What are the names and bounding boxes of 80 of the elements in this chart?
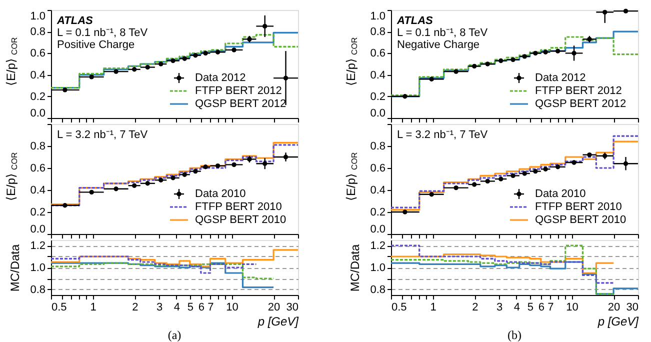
legend-label: QGSP BERT 2012 bbox=[195, 98, 286, 110]
x-axis-title: p [GeV] bbox=[596, 314, 640, 328]
y-tick-label: 0.6 bbox=[30, 162, 46, 174]
x-tick-label: 0.5 bbox=[392, 302, 407, 314]
y-axis-title: MC/Data bbox=[8, 244, 22, 292]
x-tick-label: 7 bbox=[548, 302, 554, 314]
y-tick-label: 0.0 bbox=[30, 108, 46, 120]
y-tick-label: 0.0 bbox=[370, 108, 386, 120]
y-axis-title: ⟨E/p⟩COR bbox=[344, 152, 359, 201]
annotation: L = 3.2 nb⁻¹, 7 TeV bbox=[397, 129, 488, 141]
legend-label: Data 2012 bbox=[195, 72, 246, 84]
y-axis-title: ⟨E/p⟩COR bbox=[4, 152, 19, 201]
y-tick-label: 0.8 bbox=[370, 284, 386, 296]
y-tick-label: 1.2 bbox=[370, 240, 386, 252]
text: (b) bbox=[508, 328, 522, 342]
legend-label: QGSP BERT 2010 bbox=[535, 214, 626, 226]
y-tick-label: 0.2 bbox=[30, 90, 46, 103]
y-tick-label: 0.4 bbox=[370, 69, 386, 82]
annotation: ATLAS bbox=[396, 15, 434, 27]
x-tick-label: 6 bbox=[538, 302, 544, 314]
x-tick-label: 30 bbox=[626, 302, 638, 314]
legend-label: FTFP BERT 2010 bbox=[535, 201, 622, 213]
y-tick-label: 0.6 bbox=[30, 48, 46, 60]
x-tick-label: 5 bbox=[187, 302, 194, 314]
y-tick-label: 0.0 bbox=[30, 224, 46, 236]
legend-label: Data 2012 bbox=[535, 72, 586, 84]
y-tick-label: 1.0 bbox=[30, 262, 46, 274]
y-tick-label: 1.0 bbox=[370, 10, 386, 22]
y-tick-label: 0.0 bbox=[370, 224, 386, 236]
x-tick-label: 5 bbox=[527, 302, 534, 314]
y-tick-label: 0.8 bbox=[370, 26, 386, 38]
annotation: ATLAS bbox=[56, 15, 94, 27]
legend-label: QGSP BERT 2012 bbox=[535, 98, 626, 110]
x-tick-label: 6 bbox=[198, 302, 204, 314]
y-axis-title: MC/Data bbox=[348, 244, 362, 292]
y-tick-label: 0.6 bbox=[370, 162, 386, 174]
y-tick-label: 0.2 bbox=[370, 206, 386, 218]
x-tick-label: 1 bbox=[90, 302, 96, 314]
legend-label: Data 2010 bbox=[535, 188, 586, 200]
y-tick-label: 0.2 bbox=[370, 90, 386, 103]
x-tick-label: 0.5 bbox=[52, 302, 67, 314]
y-tick-label: 0.6 bbox=[370, 48, 386, 60]
x-tick-label: 4 bbox=[174, 302, 180, 314]
x-tick-label: 20 bbox=[268, 302, 280, 314]
y-tick-label: 1.0 bbox=[30, 10, 46, 22]
annotation: L = 0.1 nb⁻¹, 8 TeV bbox=[397, 27, 488, 39]
x-tick-label: 20 bbox=[608, 302, 620, 314]
legend-label: FTFP BERT 2012 bbox=[195, 85, 282, 97]
annotation: L = 3.2 nb⁻¹, 7 TeV bbox=[57, 129, 148, 141]
legend-label: QGSP BERT 2010 bbox=[195, 214, 286, 226]
y-tick-label: 0.8 bbox=[370, 140, 386, 152]
legend-label: FTFP BERT 2012 bbox=[535, 85, 622, 97]
x-tick-label: 10 bbox=[226, 302, 238, 314]
x-tick-label: 3 bbox=[156, 302, 163, 314]
x-axis-title: p [GeV] bbox=[256, 314, 300, 328]
annotation: Negative Charge bbox=[397, 39, 480, 51]
legend-label: Data 2010 bbox=[195, 188, 246, 200]
x-tick-label: 2 bbox=[132, 302, 138, 314]
x-tick-label: 4 bbox=[514, 302, 520, 314]
y-tick-label: 0.2 bbox=[30, 206, 46, 218]
y-tick-label: 1.0 bbox=[370, 262, 386, 274]
y-tick-label: 0.8 bbox=[30, 26, 46, 38]
y-tick-label: 0.8 bbox=[30, 140, 46, 152]
y-tick-label: 0.8 bbox=[30, 284, 46, 296]
x-tick-label: 2 bbox=[472, 302, 478, 314]
x-tick-label: 30 bbox=[286, 302, 298, 314]
x-tick-label: 1 bbox=[430, 302, 436, 314]
legend-label: FTFP BERT 2010 bbox=[195, 201, 282, 213]
x-tick-label: 7 bbox=[208, 302, 214, 314]
y-tick-label: 0.4 bbox=[30, 184, 46, 196]
y-axis-title: ⟨E/p⟩COR bbox=[4, 37, 19, 86]
x-tick-label: 10 bbox=[566, 302, 578, 314]
annotation: L = 0.1 nb⁻¹, 8 TeV bbox=[57, 27, 148, 39]
y-tick-label: 0.4 bbox=[30, 69, 46, 82]
y-tick-label: 0.4 bbox=[370, 184, 386, 196]
y-tick-label: 1.2 bbox=[30, 240, 46, 252]
annotation: Positive Charge bbox=[57, 39, 135, 51]
text: (a) bbox=[168, 328, 182, 342]
x-tick-label: 3 bbox=[496, 302, 503, 314]
y-axis-title: ⟨E/p⟩COR bbox=[344, 37, 359, 86]
